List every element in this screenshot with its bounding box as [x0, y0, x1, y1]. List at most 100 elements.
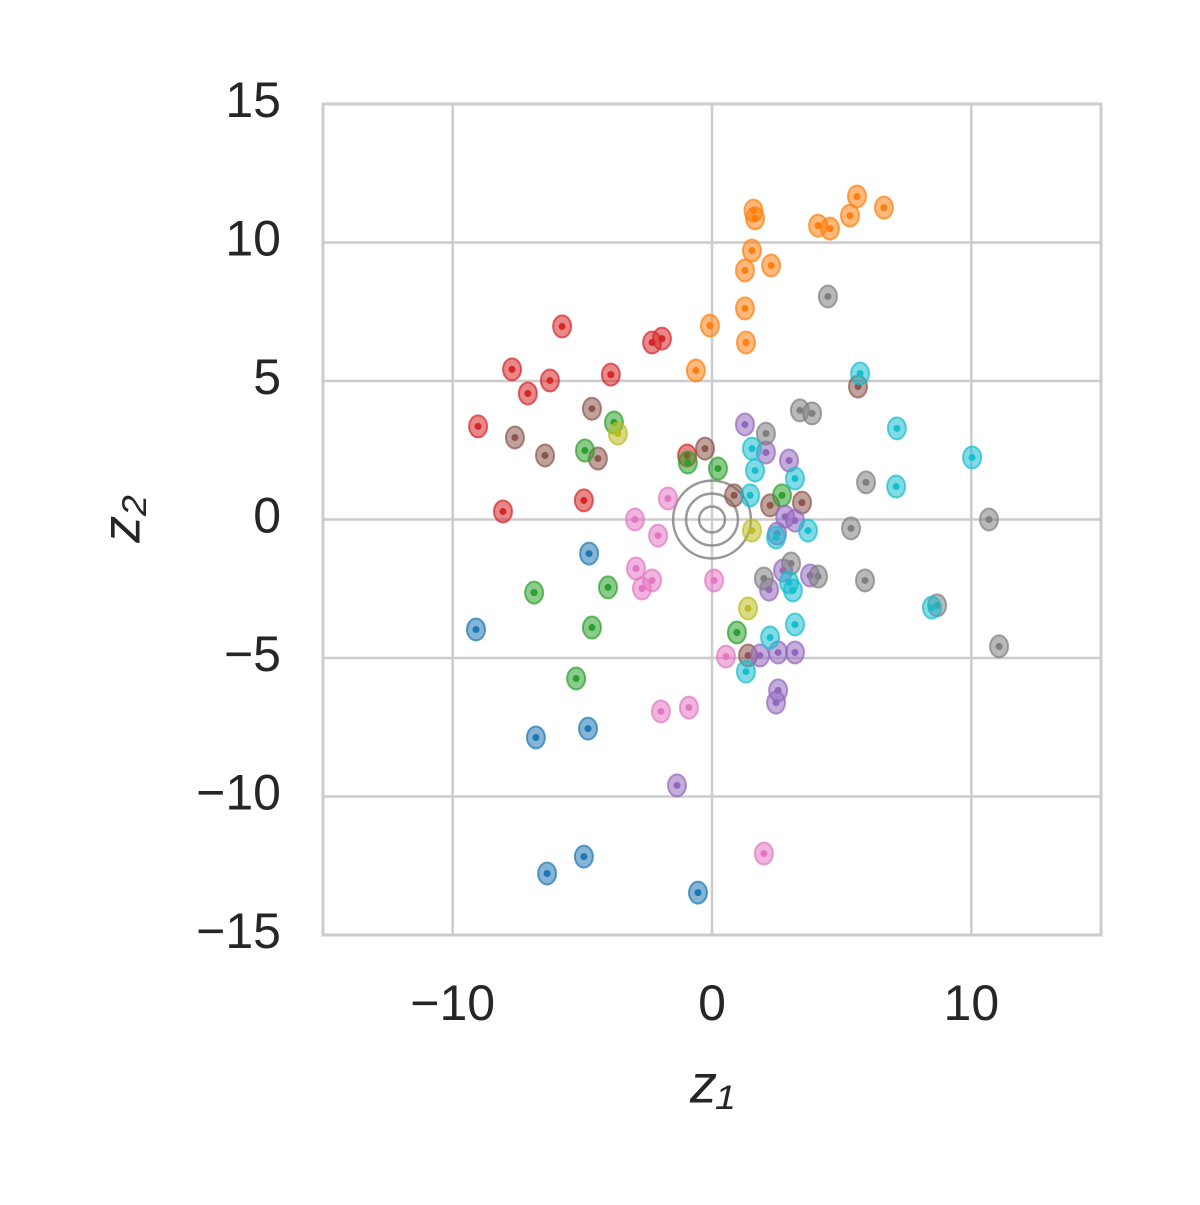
- point: [638, 584, 646, 592]
- prior-ring: [697, 505, 727, 534]
- point: [588, 624, 596, 632]
- point: [532, 733, 540, 741]
- point: [543, 870, 551, 878]
- plot-frame: [321, 102, 1103, 937]
- point: [767, 261, 775, 269]
- point: [862, 478, 870, 486]
- point: [524, 389, 532, 397]
- point: [546, 376, 554, 384]
- point: [789, 586, 797, 594]
- point: [741, 420, 749, 428]
- point: [607, 371, 615, 379]
- point: [558, 322, 566, 330]
- point: [658, 335, 666, 343]
- point: [814, 573, 822, 581]
- point: [685, 704, 693, 712]
- point: [706, 322, 714, 330]
- point: [584, 725, 592, 733]
- point: [657, 707, 665, 715]
- point: [762, 448, 770, 456]
- point: [744, 652, 752, 660]
- point: [741, 304, 749, 312]
- point: [585, 550, 593, 558]
- point: [701, 445, 709, 453]
- point: [474, 422, 482, 430]
- point: [778, 491, 786, 499]
- point: [774, 648, 782, 656]
- point: [580, 853, 588, 861]
- point: [581, 447, 589, 455]
- point: [730, 491, 738, 499]
- point: [673, 781, 681, 789]
- y-tick-label: −5: [224, 626, 281, 682]
- point: [796, 406, 804, 414]
- point: [541, 452, 549, 460]
- point: [472, 625, 480, 633]
- point: [824, 293, 832, 301]
- point: [733, 629, 741, 637]
- point: [748, 527, 756, 535]
- point: [853, 193, 861, 201]
- point: [530, 589, 538, 597]
- point: [893, 424, 901, 432]
- point: [748, 445, 756, 453]
- point: [861, 576, 869, 584]
- point: [785, 456, 793, 464]
- prior-ring: [684, 492, 740, 547]
- point: [804, 527, 812, 535]
- x-tick-label: 10: [944, 975, 1000, 1031]
- point: [928, 604, 936, 612]
- x-axis-label: z₁: [689, 1054, 734, 1114]
- point: [756, 652, 764, 660]
- point: [580, 496, 588, 504]
- point: [766, 634, 774, 642]
- y-tick-label: 10: [225, 211, 281, 267]
- point: [762, 430, 770, 438]
- point: [826, 225, 834, 233]
- point: [985, 516, 993, 523]
- point: [692, 366, 700, 374]
- point: [742, 668, 750, 676]
- x-tick-label: 0: [698, 975, 726, 1031]
- point: [588, 405, 596, 413]
- point: [880, 204, 888, 212]
- point: [684, 458, 692, 466]
- point: [499, 507, 507, 515]
- point: [798, 499, 806, 507]
- point: [760, 850, 768, 858]
- point: [664, 494, 672, 502]
- point: [781, 513, 789, 521]
- point: [744, 604, 752, 612]
- point: [846, 212, 854, 220]
- x-tick-label: −10: [410, 975, 495, 1031]
- point: [772, 699, 780, 707]
- point: [772, 534, 780, 542]
- point: [714, 465, 722, 473]
- point: [751, 466, 759, 474]
- point: [631, 516, 639, 523]
- point: [856, 370, 864, 378]
- point: [511, 434, 519, 442]
- y-tick-label: 0: [253, 488, 281, 544]
- y-tick-label: 15: [225, 72, 281, 128]
- point: [968, 453, 976, 461]
- point: [710, 576, 718, 584]
- point: [742, 338, 750, 346]
- point: [746, 491, 754, 499]
- point: [892, 483, 900, 491]
- point: [808, 409, 816, 417]
- point: [654, 532, 662, 540]
- point: [572, 674, 580, 682]
- point: [722, 653, 730, 661]
- point: [604, 583, 612, 591]
- point: [791, 620, 799, 628]
- point: [594, 455, 602, 463]
- y-tick-label: −15: [196, 903, 281, 959]
- point: [760, 575, 768, 583]
- point: [787, 560, 795, 568]
- y-tick-label: 5: [253, 349, 281, 405]
- point: [614, 430, 622, 438]
- point: [995, 642, 1003, 650]
